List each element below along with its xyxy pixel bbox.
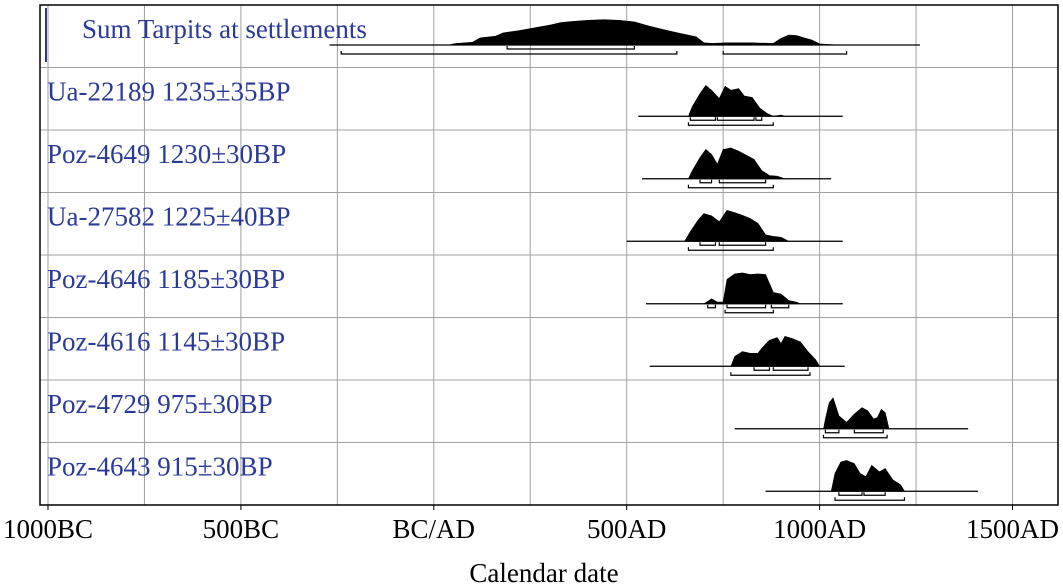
probability-distribution: [638, 84, 843, 117]
hpd-range-bracket: [724, 309, 774, 314]
sample-label: Poz-4649 1230±30BP: [47, 139, 286, 169]
hpd-range-bracket: [753, 367, 771, 371]
hpd-range-bracket: [716, 117, 755, 121]
hpd-range-bracket: [722, 51, 848, 55]
x-axis-ticks: 1000BC 500BC BC/AD 500AD 1000AD 1500AD: [3, 505, 1059, 544]
hpd-range-bracket: [340, 51, 678, 55]
sample-rows: Sum Tarpits at settlements Ua-22189 1235±…: [40, 14, 1058, 501]
hpd-range-bracket: [699, 179, 713, 184]
sample-row: Ua-22189 1235±35BP: [40, 67, 1058, 126]
sample-label: Poz-4643 915±30BP: [47, 452, 273, 482]
hpd-range-bracket: [853, 429, 884, 434]
hpd-range-bracket: [687, 122, 774, 126]
probability-distribution: [642, 147, 832, 180]
hpd-range-bracket: [863, 492, 886, 496]
hpd-range-bracket: [707, 304, 717, 309]
x-tick-label: BC/AD: [393, 514, 476, 544]
sample-row: Ua-27582 1225±40BP: [40, 192, 1058, 251]
hpd-range-bracket: [718, 242, 767, 246]
sample-row: Poz-4646 1185±30BP: [40, 254, 1058, 314]
probability-distribution: [734, 397, 969, 430]
sample-label: Sum Tarpits at settlements: [82, 14, 367, 44]
x-tick-label: 1500AD: [966, 514, 1059, 544]
hpd-range-bracket: [726, 304, 767, 309]
hpd-range-bracket: [730, 372, 811, 376]
hpd-range-bracket: [824, 429, 840, 434]
hpd-range-bracket: [772, 367, 809, 371]
hpd-range-bracket: [822, 434, 888, 439]
sample-label: Poz-4729 975±30BP: [47, 389, 273, 419]
x-tick-label: 500BC: [203, 514, 280, 544]
hpd-range-bracket: [770, 304, 790, 309]
sample-row: Sum Tarpits at settlements: [82, 14, 920, 55]
hpd-range-bracket: [687, 247, 774, 251]
probability-distribution: [765, 460, 978, 492]
probability-distribution: [329, 19, 920, 46]
probability-distribution: [626, 210, 843, 242]
hpd-range-bracket: [834, 497, 906, 501]
hpd-range-bracket: [699, 242, 717, 246]
plot-frame: [39, 4, 1059, 506]
hpd-range-bracket: [718, 179, 767, 184]
sample-label: Ua-27582 1225±40BP: [47, 202, 291, 232]
sample-label: Poz-4616 1145±30BP: [47, 327, 285, 357]
hpd-range-bracket: [689, 117, 717, 121]
sample-row: Poz-4649 1230±30BP: [40, 129, 1058, 189]
x-tick-label: 1000AD: [773, 514, 866, 544]
hpd-range-bracket: [755, 117, 763, 121]
sample-row: Poz-4643 915±30BP: [40, 442, 1058, 501]
probability-distribution: [646, 272, 843, 305]
x-tick-label: 500AD: [587, 514, 667, 544]
hpd-range-bracket: [838, 492, 863, 496]
sample-row: Poz-4616 1145±30BP: [40, 317, 1058, 376]
sample-row: Poz-4729 975±30BP: [40, 379, 1058, 439]
hpd-range-bracket: [506, 46, 636, 50]
x-tick-label: 1000BC: [3, 514, 93, 544]
sample-label: Poz-4646 1185±30BP: [47, 264, 285, 294]
probability-distribution: [649, 336, 845, 367]
hpd-range-bracket: [687, 184, 774, 189]
sample-label: Ua-22189 1235±35BP: [47, 77, 291, 107]
x-axis-title: Calendar date: [469, 558, 618, 587]
